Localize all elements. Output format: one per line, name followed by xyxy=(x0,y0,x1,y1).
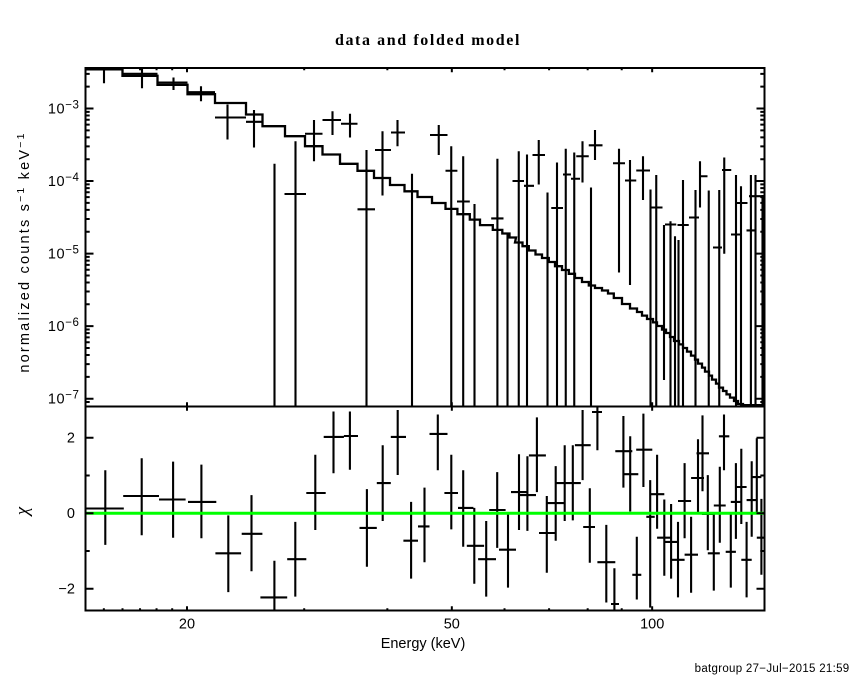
svg-text:data and folded model: data and folded model xyxy=(335,32,521,49)
svg-text:100: 100 xyxy=(640,617,664,633)
svg-text:−2: −2 xyxy=(58,582,75,598)
svg-text:batgroup 27−Jul−2015 21:59: batgroup 27−Jul−2015 21:59 xyxy=(695,663,850,675)
svg-text:2: 2 xyxy=(67,431,75,447)
svg-text:normalized counts s−1 keV−1: normalized counts s−1 keV−1 xyxy=(15,131,33,372)
svg-text:50: 50 xyxy=(444,617,460,633)
svg-text:χ: χ xyxy=(12,506,33,517)
svg-text:0: 0 xyxy=(67,506,75,522)
svg-text:Energy (keV): Energy (keV) xyxy=(381,636,466,652)
svg-text:20: 20 xyxy=(179,617,195,633)
